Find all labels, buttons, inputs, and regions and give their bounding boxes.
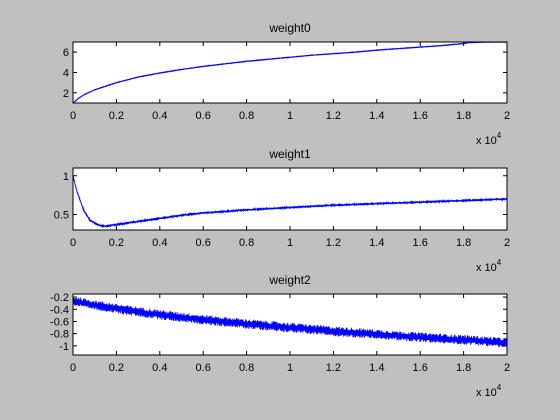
series-layer [73, 42, 507, 103]
series-line-weight2 [73, 296, 507, 348]
x-tick-label: 1 [287, 237, 293, 249]
series-layer [73, 175, 507, 229]
x-tick-label: 0.8 [239, 110, 254, 122]
plot-area [73, 42, 507, 103]
x-tick-label: 1.4 [369, 110, 384, 122]
y-tick-label: 1 [63, 171, 69, 183]
x-tick-label: 0.6 [196, 110, 211, 122]
x-tick-label: 1 [287, 362, 293, 374]
y-tick-marks [73, 51, 507, 94]
y-tick-label: -0.2 [50, 292, 69, 304]
x-tick-label: 0 [70, 110, 76, 122]
x-tick-labels: 0 0.2 0.4 0.6 0.8 1 1.2 1.4 1.6 1.8 2 [70, 110, 510, 122]
axes-frame [72, 41, 508, 104]
x-tick-labels: 0 0.2 0.4 0.6 0.8 1 1.2 1.4 1.6 1.8 2 [70, 237, 510, 249]
subplot-weight0: weight0 0 0.2 0.4 0.6 0.8 1 1.2 1.4 1.6 1.8 2 246 … [63, 21, 510, 147]
series-line-weight0 [73, 42, 507, 103]
x-multiplier: x 104 [476, 131, 502, 147]
y-tick-labels: 0.51 [54, 171, 69, 222]
axes-frame [72, 293, 508, 356]
x-tick-label: 1.4 [369, 237, 384, 249]
y-tick-marks [73, 296, 507, 347]
x-tick-label: 1 [287, 110, 293, 122]
x-tick-label: 0.8 [239, 237, 254, 249]
y-tick-labels: -0.2-0.4-0.6-0.8-1 [50, 292, 69, 353]
x-tick-label: 0.4 [152, 362, 167, 374]
x-tick-label: 0.4 [152, 110, 167, 122]
series-line-weight1 [73, 175, 507, 229]
chart-title: weight0 [268, 21, 311, 35]
x-tick-label: 1.6 [413, 237, 428, 249]
x-multiplier: x 104 [476, 383, 502, 399]
x-tick-label: 2 [504, 237, 510, 249]
x-tick-label: 1.8 [456, 362, 471, 374]
y-tick-label: -0.6 [50, 316, 69, 328]
x-tick-label: 1.6 [413, 110, 428, 122]
series-layer [73, 296, 507, 348]
subplot-weight2: weight2 0 0.2 0.4 0.6 0.8 1 1.2 1.4 1.6 1.8 2 -0.2… [50, 273, 510, 399]
x-tick-label: 1.4 [369, 362, 384, 374]
x-tick-label: 1.8 [456, 110, 471, 122]
x-tick-label: 0.8 [239, 362, 254, 374]
x-tick-label: 0 [70, 237, 76, 249]
x-multiplier: x 104 [476, 258, 502, 274]
x-tick-label: 0.2 [109, 110, 124, 122]
x-tick-label: 0.2 [109, 362, 124, 374]
x-tick-label: 1.2 [326, 110, 341, 122]
x-tick-label: 0.6 [196, 362, 211, 374]
x-tick-labels: 0 0.2 0.4 0.6 0.8 1 1.2 1.4 1.6 1.8 2 [70, 362, 510, 374]
y-tick-label: 6 [63, 47, 69, 59]
subplot-weight1: weight1 0 0.2 0.4 0.6 0.8 1 1.2 1.4 1.6 1.8 2 0.51… [54, 147, 510, 274]
x-tick-label: 0.4 [152, 237, 167, 249]
y-tick-label: -1 [59, 341, 69, 353]
y-tick-label: 2 [63, 88, 69, 100]
x-tick-label: 0.2 [109, 237, 124, 249]
y-tick-label: -0.4 [50, 304, 69, 316]
y-tick-label: 0.5 [54, 210, 69, 222]
chart-title: weight1 [268, 147, 311, 161]
x-tick-label: 1.6 [413, 362, 428, 374]
y-tick-labels: 2 4 6 [63, 47, 69, 100]
y-tick-marks [73, 175, 507, 215]
axes-frame [72, 167, 508, 231]
x-tick-label: 0 [70, 362, 76, 374]
x-tick-label: 1.2 [326, 237, 341, 249]
x-tick-label: 0.6 [196, 237, 211, 249]
x-tick-label: 1.2 [326, 362, 341, 374]
x-tick-label: 2 [504, 110, 510, 122]
chart-title: weight2 [268, 273, 311, 287]
plot-area [73, 294, 507, 355]
y-tick-label: -0.8 [50, 329, 69, 341]
y-tick-label: 4 [63, 68, 69, 80]
x-tick-label: 1.8 [456, 237, 471, 249]
x-tick-label: 2 [504, 362, 510, 374]
